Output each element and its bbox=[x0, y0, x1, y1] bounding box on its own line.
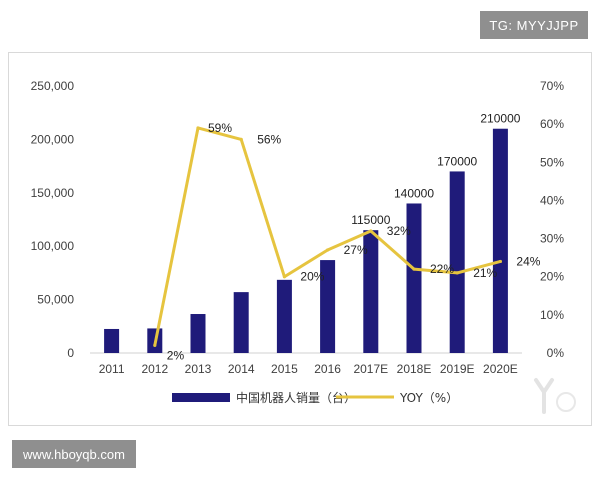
legend-bar-swatch bbox=[172, 393, 230, 402]
bar-data-label: 140000 bbox=[394, 186, 434, 200]
bar bbox=[492, 128, 508, 353]
y2-tick-label: 10% bbox=[540, 308, 564, 322]
line-data-label: 32% bbox=[387, 224, 411, 238]
y-tick-label: 0 bbox=[67, 346, 74, 360]
x-tick-label: 2014 bbox=[228, 362, 255, 376]
y2-tick-label: 30% bbox=[540, 232, 564, 246]
x-tick-label: 2016 bbox=[314, 362, 341, 376]
line-data-label: 2% bbox=[167, 348, 185, 362]
legend-bar-label: 中国机器人销量（台） bbox=[236, 390, 356, 405]
line-point bbox=[326, 248, 330, 252]
y-tick-label: 50,000 bbox=[37, 293, 74, 307]
line-point bbox=[239, 137, 243, 141]
line-data-label: 59% bbox=[208, 121, 232, 135]
bar bbox=[449, 171, 465, 353]
line-point bbox=[455, 271, 459, 275]
bar-data-label: 115000 bbox=[351, 213, 390, 227]
faint-logo-icon bbox=[534, 378, 576, 414]
line-data-label: 22% bbox=[430, 262, 454, 276]
top-watermark: TG: MYYJJPP bbox=[480, 11, 588, 39]
x-tick-label: 2017E bbox=[353, 362, 388, 376]
bottom-watermark-link[interactable]: www.hboyqb.com bbox=[12, 440, 136, 468]
x-tick-label: 2018E bbox=[397, 362, 432, 376]
x-tick-label: 2011 bbox=[99, 362, 125, 376]
line-point bbox=[282, 275, 286, 279]
line-point bbox=[412, 267, 416, 271]
line-data-label: 56% bbox=[257, 132, 281, 146]
x-tick-label: 2020E bbox=[483, 362, 518, 376]
line-point bbox=[153, 343, 157, 347]
y2-tick-label: 0% bbox=[547, 346, 565, 360]
y2-tick-label: 60% bbox=[540, 117, 564, 131]
y2-tick-label: 40% bbox=[540, 193, 564, 207]
bar bbox=[320, 260, 336, 353]
bar bbox=[104, 328, 120, 353]
bar bbox=[363, 230, 379, 353]
x-tick-label: 2012 bbox=[141, 362, 168, 376]
x-tick-label: 2013 bbox=[185, 362, 212, 376]
y-tick-label: 250,000 bbox=[31, 79, 75, 93]
y2-tick-label: 70% bbox=[540, 79, 564, 93]
line-point bbox=[196, 126, 200, 130]
line-data-label: 20% bbox=[300, 270, 324, 284]
bar-data-label: 170000 bbox=[437, 154, 477, 168]
line-data-label: 24% bbox=[516, 254, 540, 268]
y2-tick-label: 20% bbox=[540, 270, 564, 284]
line-data-label: 27% bbox=[344, 243, 368, 257]
line-data-label: 21% bbox=[473, 266, 497, 280]
y-tick-label: 200,000 bbox=[31, 132, 75, 146]
line-point bbox=[369, 229, 373, 233]
line-point bbox=[498, 259, 502, 264]
y-tick-label: 100,000 bbox=[31, 239, 75, 253]
x-tick-label: 2019E bbox=[440, 362, 475, 376]
bar bbox=[406, 203, 422, 353]
y2-tick-label: 50% bbox=[540, 155, 564, 169]
y-tick-label: 150,000 bbox=[31, 186, 75, 200]
bar bbox=[190, 314, 206, 353]
x-tick-label: 2015 bbox=[271, 362, 298, 376]
bar bbox=[233, 292, 249, 353]
bar bbox=[276, 279, 292, 353]
bar-data-label: 210000 bbox=[480, 112, 520, 126]
legend-line-label: YOY（%） bbox=[399, 391, 458, 405]
